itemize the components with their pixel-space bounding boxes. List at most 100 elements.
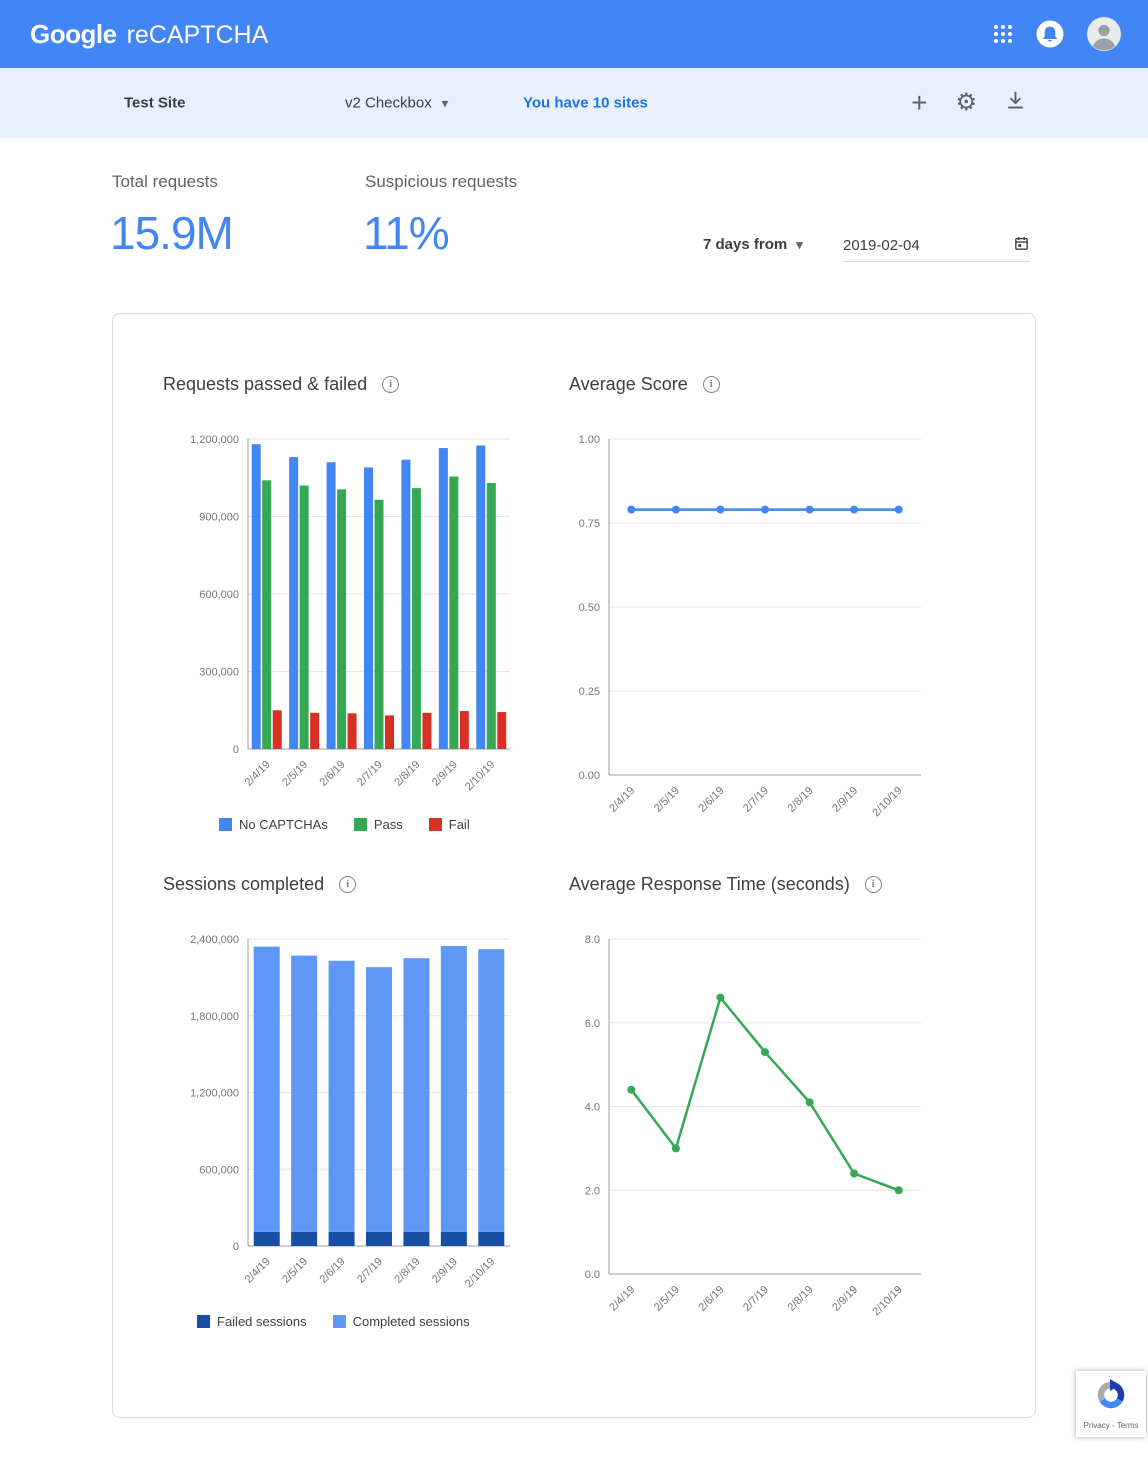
svg-text:0: 0 [233, 1241, 239, 1253]
legend-swatch [219, 818, 232, 831]
chevron-down-icon: ▾ [441, 95, 449, 110]
legend-label: Pass [373, 817, 403, 832]
info-icon[interactable]: i [702, 375, 720, 393]
legend-swatch [197, 1315, 210, 1328]
apps-grid-icon[interactable] [993, 24, 1013, 44]
add-site-icon[interactable]: + [911, 87, 928, 118]
recaptcha-logo-icon [1094, 1378, 1128, 1417]
download-icon[interactable] [1005, 90, 1026, 116]
chart-title: Average Response Time (seconds) [569, 873, 850, 894]
legend-label: Completed sessions [352, 1314, 470, 1329]
svg-text:2/7/19: 2/7/19 [355, 759, 385, 789]
average-score-chart-canvas: 0.00 0.25 0.50 0.75 1.00 2/4/19 2/5/19 2/6/19 2/… [569, 427, 1009, 847]
chart-title-row: Requests passed & failed i [163, 369, 603, 399]
svg-text:2.0: 2.0 [585, 1185, 600, 1197]
legend-item: No CAPTCHAs [219, 817, 328, 832]
svg-text:2/8/19: 2/8/19 [786, 1284, 816, 1314]
svg-text:1,200,000: 1,200,000 [190, 1088, 239, 1100]
info-icon[interactable]: i [339, 875, 357, 893]
toolbar-actions: + ⚙ [911, 89, 1026, 117]
sessions-chart-canvas: 0 600,000 1,200,000 1,800,000 2,400,000 2/4/1… [163, 927, 603, 1314]
app-header: Google reCAPTCHA [0, 0, 1148, 68]
svg-text:0.0: 0.0 [585, 1269, 600, 1281]
svg-text:2/7/19: 2/7/19 [741, 1284, 771, 1314]
svg-text:2/5/19: 2/5/19 [280, 1256, 310, 1286]
svg-text:2/6/19: 2/6/19 [696, 1284, 726, 1314]
svg-text:1.00: 1.00 [579, 434, 600, 446]
user-avatar[interactable] [1087, 17, 1121, 51]
legend-label: No CAPTCHAs [239, 817, 328, 832]
chart-title: Sessions completed [163, 873, 325, 894]
svg-text:2/5/19: 2/5/19 [652, 785, 682, 815]
chart-title: Requests passed & failed [163, 373, 368, 394]
svg-text:2/6/19: 2/6/19 [318, 759, 348, 789]
suspicious-requests-value: 11% [363, 207, 450, 259]
svg-text:2/5/19: 2/5/19 [280, 759, 310, 789]
legend-item: Completed sessions [332, 1314, 470, 1329]
svg-text:2/10/19: 2/10/19 [870, 785, 904, 819]
svg-text:2/7/19: 2/7/19 [741, 785, 771, 815]
chart-title-row: Average Score i [569, 369, 1009, 399]
app-logo: Google reCAPTCHA [30, 19, 268, 50]
svg-text:1,200,000: 1,200,000 [190, 434, 239, 446]
svg-text:2/4/19: 2/4/19 [243, 759, 273, 789]
chart-legend: Failed sessions Completed sessions [197, 1314, 603, 1329]
svg-text:2/5/19: 2/5/19 [652, 1284, 682, 1314]
legend-label: Failed sessions [217, 1314, 307, 1329]
svg-text:0.75: 0.75 [579, 518, 600, 530]
period-dropdown[interactable]: 7 days from ▾ [703, 236, 803, 253]
svg-text:2/4/19: 2/4/19 [243, 1256, 273, 1286]
site-type-value: v2 Checkbox [345, 94, 432, 112]
svg-text:2/8/19: 2/8/19 [392, 759, 422, 789]
svg-text:2/9/19: 2/9/19 [430, 1256, 460, 1286]
svg-text:600,000: 600,000 [199, 1164, 239, 1176]
period-value: 7 days from [703, 236, 788, 253]
legend-item: Failed sessions [197, 1314, 307, 1329]
svg-text:2/8/19: 2/8/19 [392, 1256, 422, 1286]
svg-text:0.25: 0.25 [579, 686, 600, 698]
chart-average-response-time: Average Response Time (seconds) i 0.0 2.0… [569, 869, 1009, 1347]
svg-text:2/10/19: 2/10/19 [463, 759, 497, 793]
legend-swatch [332, 1315, 346, 1328]
legend-item: Fail [428, 817, 470, 832]
info-icon[interactable]: i [382, 375, 400, 393]
info-icon[interactable]: i [864, 875, 882, 893]
svg-text:8.0: 8.0 [585, 934, 600, 946]
svg-text:900,000: 900,000 [199, 512, 239, 524]
suspicious-requests-label: Suspicious requests [365, 172, 518, 191]
svg-text:0: 0 [233, 744, 239, 756]
chart-legend: No CAPTCHAs Pass Fail [219, 817, 603, 832]
svg-text:2/10/19: 2/10/19 [463, 1256, 497, 1290]
chart-average-score: Average Score i 0.00 0.25 0.50 0.75 1.00 2/4/… [569, 369, 1009, 847]
appbar-actions [993, 17, 1121, 51]
calendar-icon[interactable] [1013, 235, 1030, 256]
recaptcha-badge[interactable]: Privacy - Terms [1076, 1371, 1146, 1437]
svg-text:2/9/19: 2/9/19 [830, 1284, 860, 1314]
site-name-label: Test Site [124, 94, 186, 112]
google-logo: Google [30, 18, 117, 49]
charts-card: Requests passed & failed i 0 300,000 600,0… [112, 313, 1036, 1418]
svg-text:300,000: 300,000 [199, 667, 239, 679]
legend-swatch [353, 818, 367, 831]
svg-text:2/6/19: 2/6/19 [318, 1256, 348, 1286]
svg-text:2/9/19: 2/9/19 [430, 759, 460, 789]
legend-swatch [428, 818, 442, 831]
total-requests-label: Total requests [112, 172, 218, 191]
privacy-terms-label[interactable]: Privacy - Terms [1083, 1421, 1139, 1430]
svg-text:2/4/19: 2/4/19 [607, 1284, 637, 1314]
gear-icon[interactable]: ⚙ [955, 89, 977, 116]
site-type-dropdown[interactable]: v2 Checkbox ▾ [345, 95, 448, 112]
total-requests-value: 15.9M [110, 207, 234, 259]
svg-text:600,000: 600,000 [199, 589, 239, 601]
chart-requests-passed-failed: Requests passed & failed i 0 300,000 600,0… [163, 369, 603, 832]
svg-text:2/6/19: 2/6/19 [696, 785, 726, 815]
sites-count-link[interactable]: You have 10 sites [523, 94, 648, 112]
site-toolbar: Test Site v2 Checkbox ▾ You have 10 site… [0, 68, 1148, 138]
response-time-chart-canvas: 0.0 2.0 4.0 6.0 8.0 2/4/19 2/5/19 2/6/19 2/7/19 2… [569, 927, 1009, 1347]
chart-title-row: Average Response Time (seconds) i [569, 869, 1009, 899]
chart-title: Average Score [569, 373, 688, 394]
date-input[interactable]: 2019-02-04 [843, 230, 1030, 262]
svg-text:2,400,000: 2,400,000 [190, 934, 239, 946]
notifications-bell-icon[interactable] [1035, 19, 1065, 49]
